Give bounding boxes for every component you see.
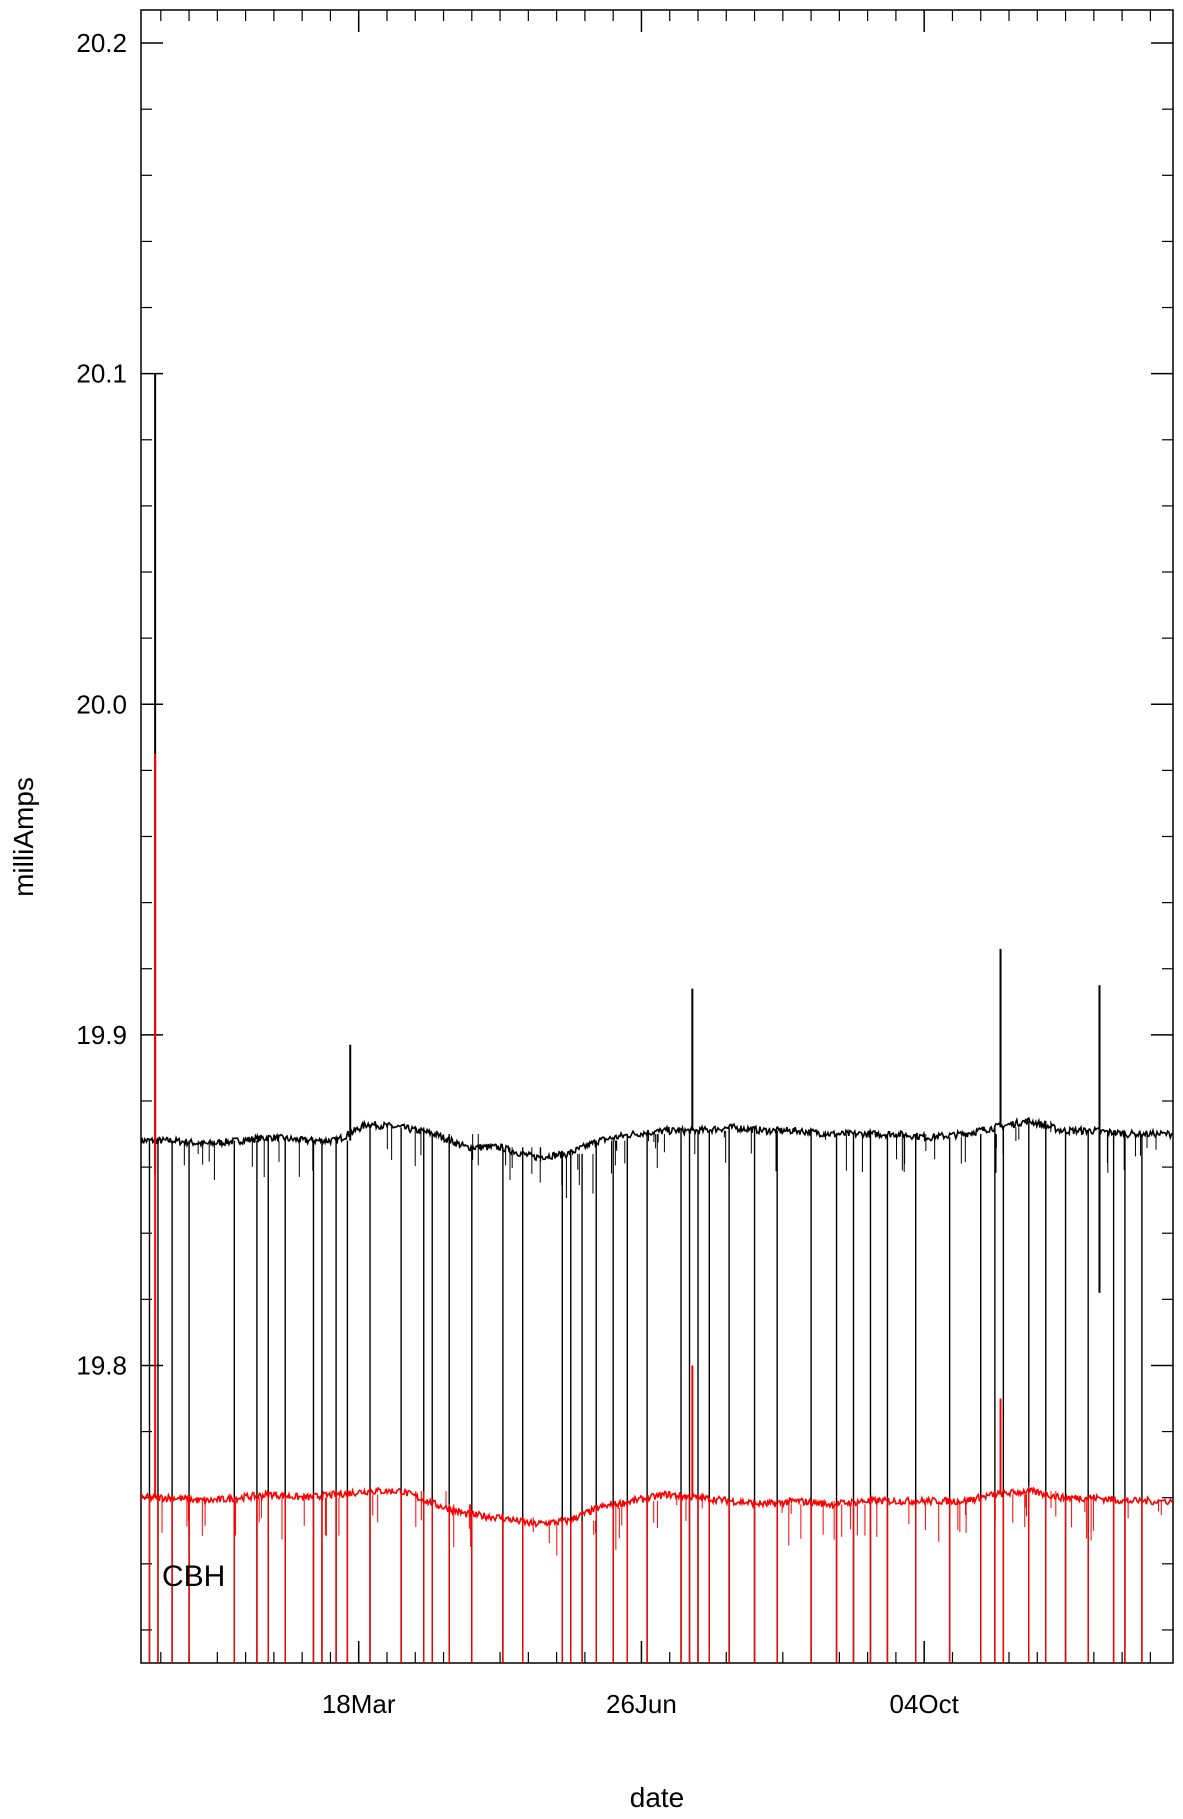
y-tick-label: 19.8 [76,1350,127,1380]
y-axis: 19.8 19.9 20.0 20.1 20.2 [76,28,1173,1380]
y-tick-label: 20.1 [76,359,127,389]
series-annotation: CBH [162,1560,225,1593]
series-line [141,1485,1173,1528]
y-tick-label: 19.9 [76,1020,127,1050]
series-layer [141,373,1173,1663]
x-minor-ticks [160,10,1151,1663]
y-tick-label: 20.0 [76,689,127,719]
series-black [141,373,1173,1663]
x-tick-label: 18Mar [322,1689,396,1719]
y-tick-label: 20.2 [76,28,127,58]
y-minor-ticks [141,108,1173,1631]
x-axis: 18Mar 26Jun 04Oct [322,10,960,1719]
series-red [141,753,1173,1663]
x-tick-label: 26Jun [606,1689,677,1719]
plot-area-frame [140,9,1174,1664]
y-axis-label: milliAmps [8,777,39,897]
x-tick-label: 04Oct [890,1689,960,1719]
x-axis-label: date [630,1782,685,1813]
series-line [141,1116,1173,1162]
